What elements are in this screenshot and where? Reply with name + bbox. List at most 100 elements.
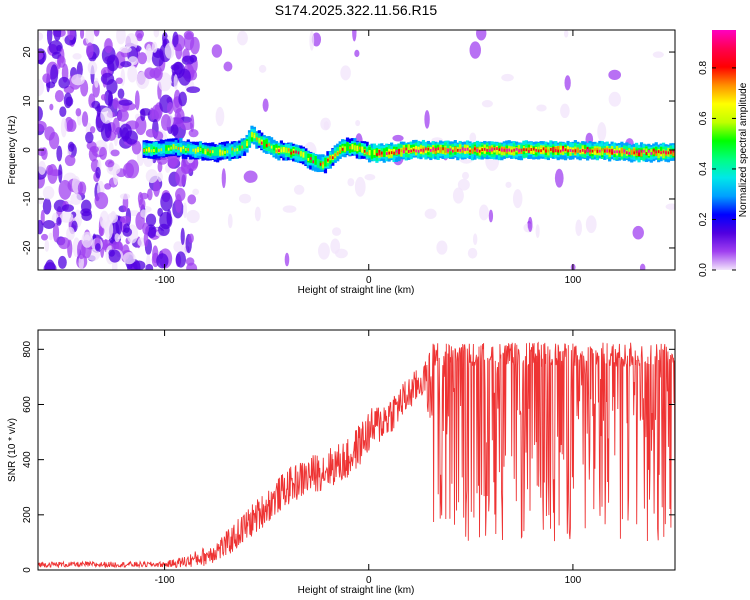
spectrogram-noise-blob: [42, 185, 55, 200]
spectrogram-ridge-cell: [236, 148, 239, 152]
spectrogram-noise-blob: [38, 78, 45, 97]
spectrogram-noise-blob: [340, 65, 351, 81]
spectrogram-noise-blob: [183, 32, 195, 51]
spectrogram-noise-blob: [115, 77, 123, 85]
spectrogram-ridge-cell: [329, 155, 332, 159]
spectrogram-ridge-cell: [378, 152, 381, 156]
spectrogram-ridge-cell: [209, 150, 212, 154]
spectrogram-ridge-cell: [292, 150, 295, 154]
colorbar-axis: 0.0 0.2 0.4 0.6 0.8: [698, 61, 736, 277]
spectrogram-ridge-cell: [400, 149, 403, 153]
spectrogram-ridge-cell: [234, 148, 236, 152]
spectrogram-noise-blob: [153, 30, 160, 38]
spectrogram-ridge-cell: [349, 146, 351, 150]
spectrogram-noise-blob: [145, 128, 157, 138]
spectrogram-image: [38, 30, 675, 270]
spectrogram-noise-blob: [110, 149, 120, 157]
spectrogram-noise-blob: [472, 233, 478, 246]
spectrogram-noise-blob: [173, 89, 181, 109]
spectrogram-ridge-cell: [309, 157, 312, 161]
spectrogram-noise-blob: [67, 30, 76, 41]
spectrogram-noise-blob: [175, 43, 183, 60]
spectrogram-noise-blob: [175, 251, 187, 268]
spectrogram-noise-blob: [72, 53, 82, 60]
spectrogram-ridge-cell: [530, 148, 533, 152]
spectrogram-noise-blob: [608, 91, 622, 107]
spectrogram-noise-blob: [120, 61, 132, 68]
spectrogram-ridge-cell: [185, 147, 187, 151]
spectrogram-ytick-label: -10: [22, 191, 33, 206]
spectrogram-noise-blob: [192, 188, 200, 196]
spectrogram-ridge-cell: [569, 149, 572, 153]
spectrogram-ridge-cell: [432, 147, 435, 151]
spectrogram-ridge-cell: [439, 147, 442, 151]
spectrogram-ridge-cell: [584, 150, 586, 154]
spectrogram-noise-blob: [119, 215, 131, 224]
spectrogram-noise-blob: [488, 209, 494, 223]
spectrogram-ridge-cell: [606, 149, 609, 153]
spectrogram-ridge-cell: [456, 148, 459, 152]
spectrogram-ridge-cell: [444, 149, 447, 153]
spectrogram-ridge-cell: [228, 145, 232, 155]
snr-xlabel: Height of straight line (km): [298, 585, 415, 596]
spectrogram-ridge-cell: [211, 150, 214, 154]
spectrogram-ridge-cell: [407, 149, 410, 153]
colorbar-tick-label: 0.0: [698, 263, 709, 277]
spectrogram-noise-blob: [457, 178, 470, 191]
spectrogram-noise-blob: [144, 67, 156, 80]
spectrogram-ridge-cell: [635, 150, 638, 154]
spectrogram-ridge-cell: [662, 150, 665, 154]
spectrogram-ridge-cell: [270, 145, 273, 149]
spectrogram-ridge-cell: [356, 148, 359, 152]
spectrogram-noise-blob: [560, 103, 570, 119]
spectrogram-ridge-cell: [316, 158, 320, 168]
spectrogram-ridge-cell: [572, 149, 574, 153]
spectrogram-noise-blob: [38, 160, 46, 175]
spectrogram-ridge-cell: [591, 149, 594, 153]
snr-ytick-label: 800: [22, 341, 33, 358]
spectrogram-ridge-cell: [559, 149, 562, 153]
spectrogram-ridge-cell: [567, 149, 569, 153]
snr-plot: [38, 341, 675, 569]
spectrogram-ridge-cell: [314, 155, 317, 165]
spectrogram-noise-blob: [77, 181, 87, 196]
spectrogram-noise-blob: [180, 121, 194, 131]
spectrogram-ridge-cell: [628, 148, 631, 154]
snr-panel: -100 0 100 0 200 400 600 800 Height of straight…: [7, 329, 676, 596]
spectrogram-noise-blob: [50, 64, 59, 85]
spectrogram-ridge-cell: [525, 148, 528, 152]
spectrogram-ridge-cell: [246, 143, 248, 147]
spectrogram-noise-blob: [512, 189, 523, 209]
spectrogram-noise-blob: [237, 30, 248, 46]
spectrogram-noise-blob: [67, 141, 75, 152]
spectrogram-noise-blob: [94, 192, 109, 210]
spectrogram-noise-blob: [189, 54, 198, 63]
spectrogram-noise-blob: [56, 145, 63, 162]
spectrogram-ridge-cell: [672, 150, 675, 157]
spectrogram-ytick-label: 10: [22, 95, 33, 107]
spectrogram-ridge-cell: [265, 143, 268, 147]
spectrogram-ridge-cell: [206, 149, 209, 156]
spectrogram-xtick-label: -100: [155, 275, 175, 286]
spectrogram-ridge-cell: [488, 145, 491, 152]
spectrogram-ridge-cell: [469, 149, 471, 153]
spectrogram-ridge-cell: [552, 147, 555, 151]
spectrogram-noise-blob: [108, 91, 113, 107]
spectrogram-ridge-cell: [283, 148, 285, 152]
spectrogram-noise-blob: [57, 237, 71, 250]
spectrogram-noise-blob: [135, 30, 144, 39]
spectrogram-ridge-cell: [214, 150, 217, 156]
spectrogram-noise-blob: [66, 226, 75, 241]
spectrogram-noise-blob: [166, 101, 174, 115]
spectrogram-noise-blob: [160, 192, 173, 212]
spectrogram-ridge-cell: [393, 151, 395, 155]
spectrogram-ridge-cell: [650, 149, 653, 155]
spectrogram-noise-blob: [80, 208, 92, 217]
spectrogram-noise-blob: [122, 227, 133, 237]
spectrogram-ridge-cell: [528, 149, 530, 153]
spectrogram-noise-blob: [38, 147, 47, 157]
spectrogram-noise-blob: [81, 111, 89, 127]
spectrogram-ridge-cell: [523, 148, 525, 152]
spectrogram-ridge-cell: [256, 137, 258, 141]
spectrogram-ridge-cell: [170, 146, 172, 150]
